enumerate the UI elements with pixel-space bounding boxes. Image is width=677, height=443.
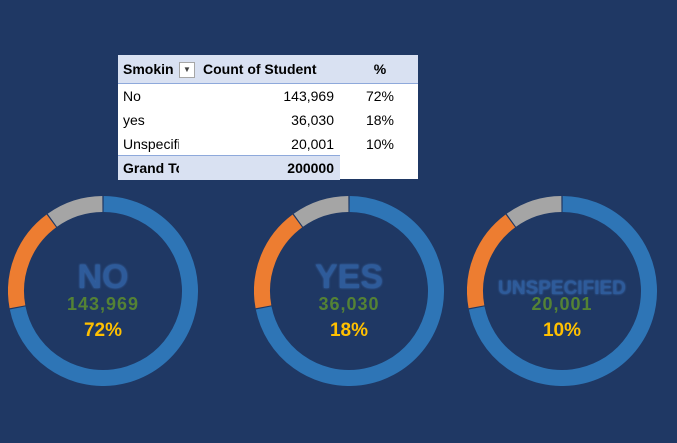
donut-center-percent: 18%: [329, 320, 369, 341]
donut-center-label: UNSPECIFIED: [498, 278, 626, 299]
row-count: 20,001: [291, 136, 334, 152]
donut-chart-no: NO 143,969 72%: [8, 196, 198, 386]
donut-svg: [8, 196, 198, 386]
slice-no: [255, 196, 444, 386]
row-percent: 18%: [365, 112, 395, 128]
donut-center-count: 143,969: [66, 294, 140, 314]
row-percent: 72%: [365, 88, 395, 104]
header-count: Count of Student: [203, 61, 317, 77]
slice-yes: [467, 214, 516, 309]
header-percent: %: [373, 61, 387, 77]
row-label: yes: [123, 112, 145, 128]
donut-chart-unspecified: UNSPECIFIED 20,001 10%: [467, 196, 657, 386]
header-smoking: Smokin: [123, 61, 174, 77]
table-row: No 143,969 72%: [118, 84, 418, 108]
donut-center-count: 20,001: [531, 294, 593, 314]
total-label: Grand Tot: [123, 160, 179, 176]
donut-center-label: YES: [314, 258, 384, 296]
donut-center-percent: 10%: [542, 320, 582, 341]
row-count: 143,969: [283, 88, 334, 104]
row-count: 36,030: [291, 112, 334, 128]
donut-chart-yes: YES 36,030 18%: [254, 196, 444, 386]
row-percent: 10%: [365, 136, 395, 152]
filter-dropdown-icon[interactable]: ▼: [179, 62, 195, 78]
row-label: Unspecifie: [123, 136, 179, 152]
slice-no: [468, 196, 657, 386]
slice-no: [9, 196, 198, 386]
donut-svg: [254, 196, 444, 386]
table-row: Unspecifie 20,001 10%: [118, 132, 418, 156]
slice-yes: [254, 214, 303, 309]
donut-center-percent: 72%: [83, 320, 123, 341]
pivot-header-row: Smokin ▼ Count of Student %: [118, 55, 418, 84]
pivot-table: Smokin ▼ Count of Student % No 143,969 7…: [118, 55, 418, 180]
donut-center-label: NO: [77, 258, 129, 296]
grand-total-row: Grand Tot 200000: [118, 155, 340, 180]
donut-center-count: 36,030: [318, 294, 380, 314]
slice-unspecified: [506, 196, 562, 227]
slice-unspecified: [293, 196, 349, 227]
slice-unspecified: [47, 196, 103, 227]
donut-svg: [467, 196, 657, 386]
slice-yes: [8, 214, 57, 309]
total-count: 200000: [287, 160, 334, 176]
table-row: yes 36,030 18%: [118, 108, 418, 132]
row-label: No: [123, 88, 141, 104]
